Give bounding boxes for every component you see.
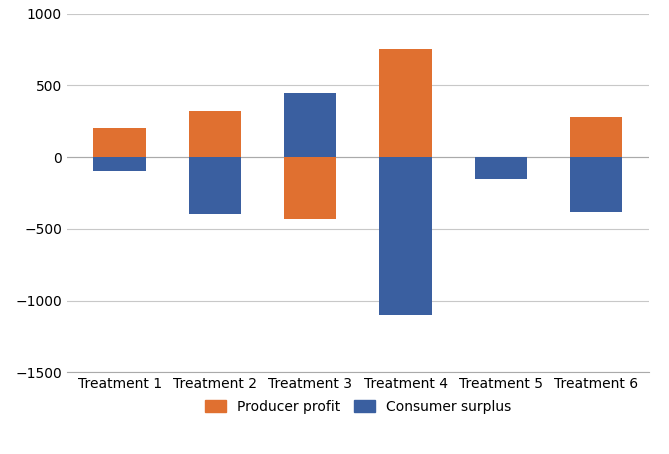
Bar xyxy=(379,157,432,315)
Bar xyxy=(189,111,241,157)
Bar xyxy=(94,157,146,172)
Bar xyxy=(475,157,527,178)
Bar xyxy=(189,157,241,214)
Bar xyxy=(570,117,622,157)
Bar xyxy=(570,157,622,212)
Bar xyxy=(284,93,337,157)
Bar xyxy=(475,157,527,178)
Bar xyxy=(379,49,432,157)
Bar xyxy=(284,157,337,219)
Bar xyxy=(94,128,146,157)
Legend: Producer profit, Consumer surplus: Producer profit, Consumer surplus xyxy=(199,394,516,419)
